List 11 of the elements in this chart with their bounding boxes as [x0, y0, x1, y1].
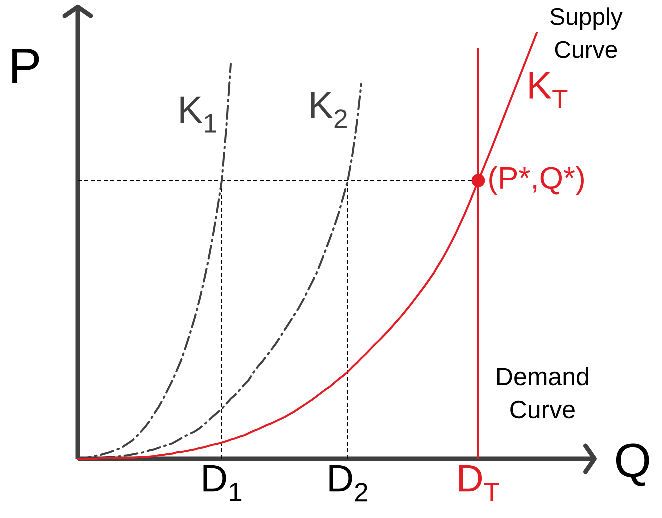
x-tick-label: D$_{2}$: [330, 466, 368, 502]
y-axis-title: P: [12, 49, 40, 84]
ref-line-label: Demand Curve: [498, 367, 588, 419]
x-tick-label: D$_{1}$: [204, 466, 242, 502]
text: Supply Curve: [550, 8, 623, 58]
series-label: (P*,Q*): [490, 166, 584, 196]
x-axis-title: Q: [616, 444, 650, 486]
series-label: K$_{2}$: [311, 92, 347, 128]
series-label: K$_{1}$: [180, 96, 216, 133]
x-tick-label: D$_{T}$: [460, 466, 500, 502]
series-label: K$_{T}$: [530, 72, 568, 108]
